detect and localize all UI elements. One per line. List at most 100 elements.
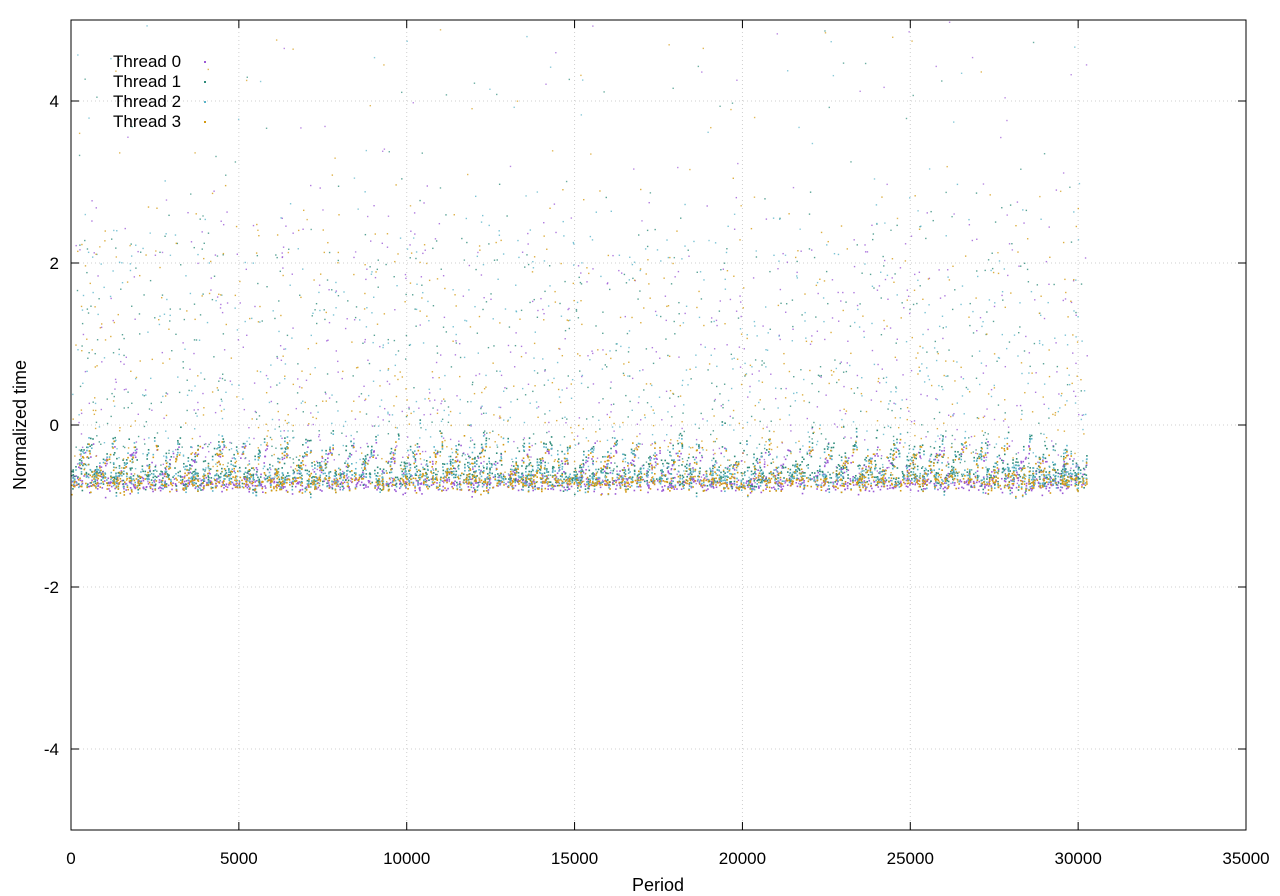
data-point (514, 479, 516, 482)
data-point (803, 485, 806, 488)
data-point (982, 434, 985, 436)
data-point (131, 305, 133, 307)
data-point (335, 483, 338, 485)
data-point (987, 259, 990, 261)
data-point (477, 484, 480, 486)
data-point (455, 342, 458, 344)
data-point (363, 385, 365, 387)
data-point (424, 249, 426, 251)
data-point (617, 478, 619, 481)
data-point (965, 445, 968, 447)
data-point (765, 477, 767, 480)
data-point (129, 469, 132, 471)
data-point (780, 472, 783, 474)
data-point (483, 460, 485, 463)
data-point (623, 485, 626, 487)
data-point (354, 251, 357, 253)
data-point (827, 461, 829, 464)
data-point (85, 471, 88, 474)
data-point (456, 481, 458, 484)
data-point (803, 479, 805, 482)
data-point (538, 464, 540, 466)
data-point (681, 474, 684, 477)
data-point (327, 453, 329, 456)
data-point (968, 470, 971, 473)
data-point (1060, 455, 1062, 458)
data-point (710, 474, 713, 477)
data-point (859, 90, 861, 93)
data-point (698, 427, 700, 429)
data-point (774, 475, 777, 477)
data-point (1004, 480, 1007, 483)
data-point (875, 437, 878, 439)
data-point (992, 320, 995, 323)
data-point (736, 477, 738, 480)
data-point (622, 477, 625, 480)
data-point (757, 469, 759, 472)
data-point (727, 466, 729, 469)
data-point (707, 488, 709, 490)
data-point (1079, 469, 1082, 471)
data-point (548, 452, 550, 455)
data-point (976, 238, 978, 240)
data-point (813, 256, 816, 259)
data-point (1020, 467, 1023, 470)
data-point (439, 451, 442, 453)
data-point (281, 472, 284, 474)
data-point (136, 474, 139, 477)
data-point (1066, 484, 1069, 486)
data-point (80, 448, 83, 451)
data-point (646, 402, 649, 404)
data-point (667, 487, 669, 489)
data-point (1016, 482, 1019, 485)
data-point (582, 462, 585, 465)
data-point (548, 265, 551, 267)
data-point (184, 485, 187, 488)
data-point (191, 478, 194, 481)
data-point (844, 482, 847, 485)
data-point (265, 127, 268, 129)
data-point (796, 271, 798, 274)
data-point (626, 479, 629, 481)
data-point (821, 482, 823, 484)
data-point (87, 483, 89, 486)
data-point (193, 246, 195, 249)
data-point (734, 464, 737, 466)
data-point (956, 472, 959, 475)
data-point (324, 464, 327, 466)
data-point (799, 448, 802, 451)
data-point (1077, 478, 1080, 480)
data-point (270, 400, 273, 403)
data-point (761, 473, 764, 475)
data-point (824, 476, 827, 479)
data-point (504, 387, 506, 389)
data-point (323, 309, 325, 311)
data-point (929, 455, 932, 457)
data-point (227, 462, 229, 464)
data-point (481, 447, 484, 450)
data-point (270, 468, 272, 471)
data-point (739, 295, 741, 297)
data-point (1005, 475, 1007, 477)
data-point (1015, 458, 1018, 460)
data-point (775, 469, 777, 471)
data-point (788, 449, 790, 452)
data-point (131, 453, 134, 455)
data-point (591, 447, 593, 450)
data-point (365, 458, 367, 460)
data-point (478, 465, 480, 468)
data-point (150, 472, 153, 475)
data-point (1079, 481, 1082, 483)
data-point (601, 468, 603, 471)
data-point (219, 404, 221, 407)
data-point (429, 456, 431, 458)
data-point (283, 348, 285, 350)
data-point (300, 127, 302, 129)
data-point (532, 390, 534, 393)
data-point (884, 469, 886, 471)
data-point (613, 445, 615, 448)
data-point (641, 465, 644, 467)
data-point (281, 458, 284, 461)
data-point (467, 455, 470, 458)
data-point (1023, 262, 1026, 265)
